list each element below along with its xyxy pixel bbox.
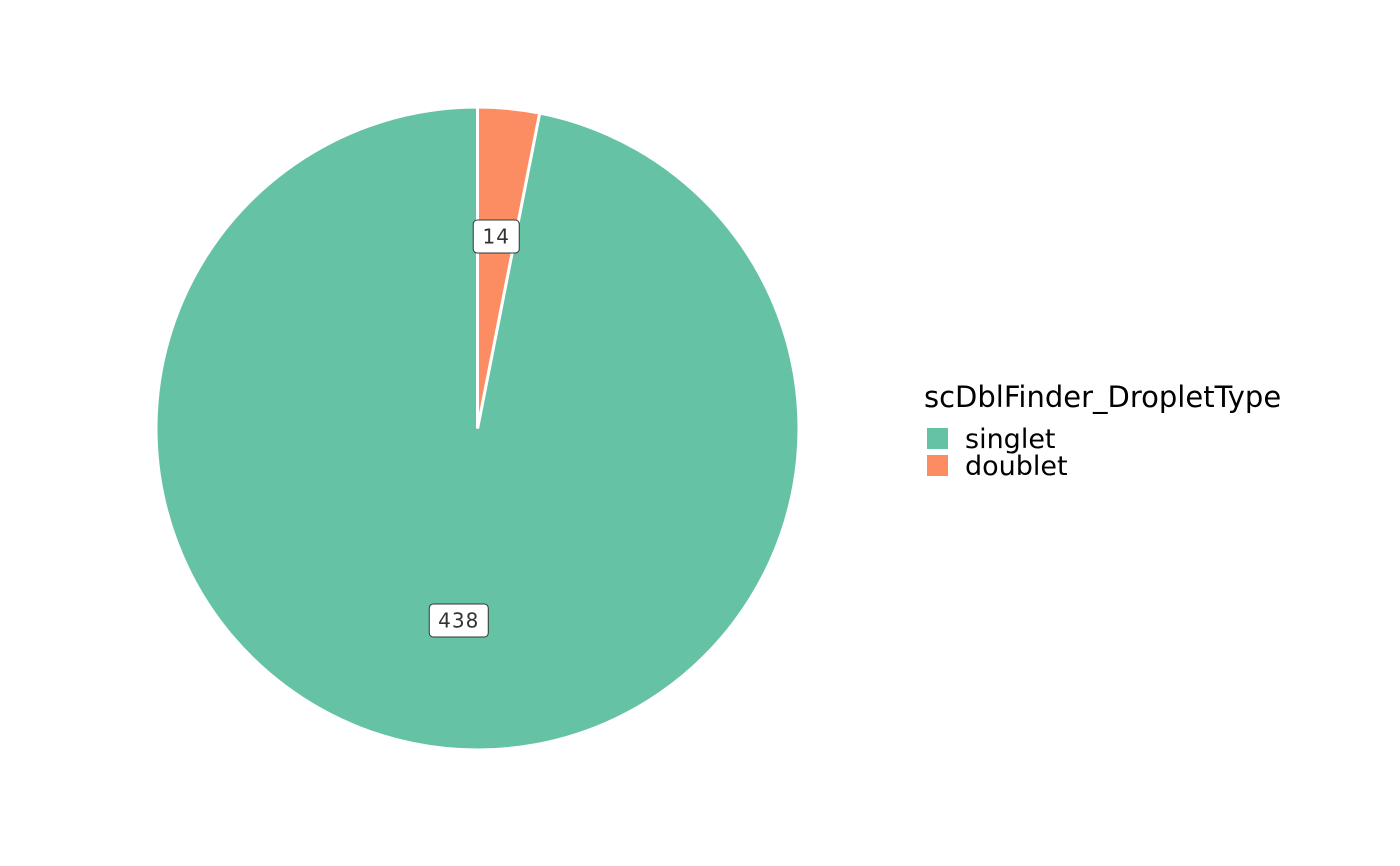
legend-swatch (927, 455, 948, 476)
pie-data-labels: 438 14 (428, 219, 520, 638)
legend-item-singlet: singlet (927, 424, 1056, 455)
data-label-doublet: 14 (472, 219, 520, 254)
legend-label: doublet (965, 451, 1068, 482)
data-label-singlet: 438 (428, 603, 489, 638)
pie-slices (154, 105, 801, 752)
data-label-text: 14 (483, 225, 510, 249)
legend-title: scDblFinder_DropletType (924, 380, 1281, 414)
legend-swatch (927, 428, 948, 449)
legend-label: singlet (965, 424, 1056, 455)
data-label-box (472, 219, 520, 254)
data-label-text: 438 (438, 608, 479, 632)
data-label-box (428, 603, 489, 638)
legend-item-doublet: doublet (927, 451, 1068, 482)
pie-slice-doublet (476, 105, 542, 429)
